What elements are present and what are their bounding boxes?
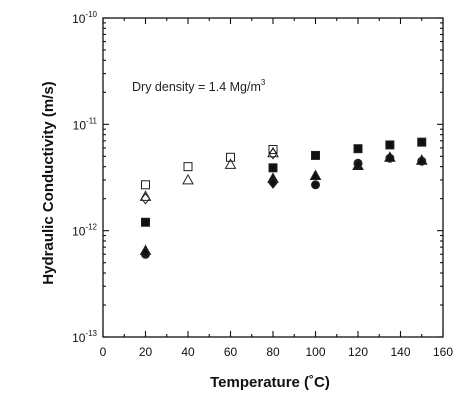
open-diamond-point xyxy=(140,192,151,205)
y-tick-label: 10-13 xyxy=(72,329,97,345)
filled-square-point xyxy=(311,150,320,160)
filled-diamond-point xyxy=(353,158,363,171)
x-tick-label: 80 xyxy=(266,345,280,359)
open-triangle-point xyxy=(139,190,152,201)
dry-density-annotation: Dry density = 1.4 Mg/m3 xyxy=(132,78,266,94)
x-tick-label: 20 xyxy=(139,345,153,359)
open-square-point xyxy=(141,180,150,190)
x-tick-label: 0 xyxy=(100,345,107,359)
filled-square-point xyxy=(268,163,278,173)
filled-diamond-point xyxy=(140,246,151,259)
data-points xyxy=(139,137,428,259)
filled-square-point xyxy=(141,217,150,227)
x-tick-label: 160 xyxy=(433,345,453,359)
filled-triangle-point xyxy=(415,154,428,165)
open-square-point xyxy=(268,144,278,154)
open-square-point xyxy=(226,152,235,162)
y-tick-label: 10-11 xyxy=(73,116,98,132)
x-tick-label: 140 xyxy=(390,345,410,359)
filled-square-point xyxy=(417,137,427,147)
x-tick-label: 40 xyxy=(181,345,195,359)
y-axis-title: Hydraulic Conductivity (m/s) xyxy=(40,81,57,284)
filled-square-point xyxy=(385,140,395,150)
y-tick-label: 10-12 xyxy=(72,223,97,239)
x-tick-label: 60 xyxy=(224,345,238,359)
x-tick-label: 100 xyxy=(305,345,325,359)
x-axis-title: Temperature (˚C) xyxy=(210,374,330,391)
open-triangle-point xyxy=(182,173,194,185)
filled-triangle-point xyxy=(309,169,322,181)
open-square-point xyxy=(183,162,193,172)
open-triangle-point xyxy=(224,158,237,169)
filled-square-point xyxy=(353,144,363,154)
x-axis-ticks: 0 20 40 60 80 100 120 140 160 xyxy=(100,18,453,359)
filled-circle-point xyxy=(311,180,320,190)
x-tick-label: 120 xyxy=(348,345,368,359)
open-triangle-point xyxy=(267,146,279,158)
y-tick-label: 10-10 xyxy=(72,10,97,26)
filled-triangle-point xyxy=(384,151,396,162)
filled-diamond-point xyxy=(268,177,278,189)
y-axis-ticks: 10-13 10-12 10-11 10-10 xyxy=(72,10,443,345)
